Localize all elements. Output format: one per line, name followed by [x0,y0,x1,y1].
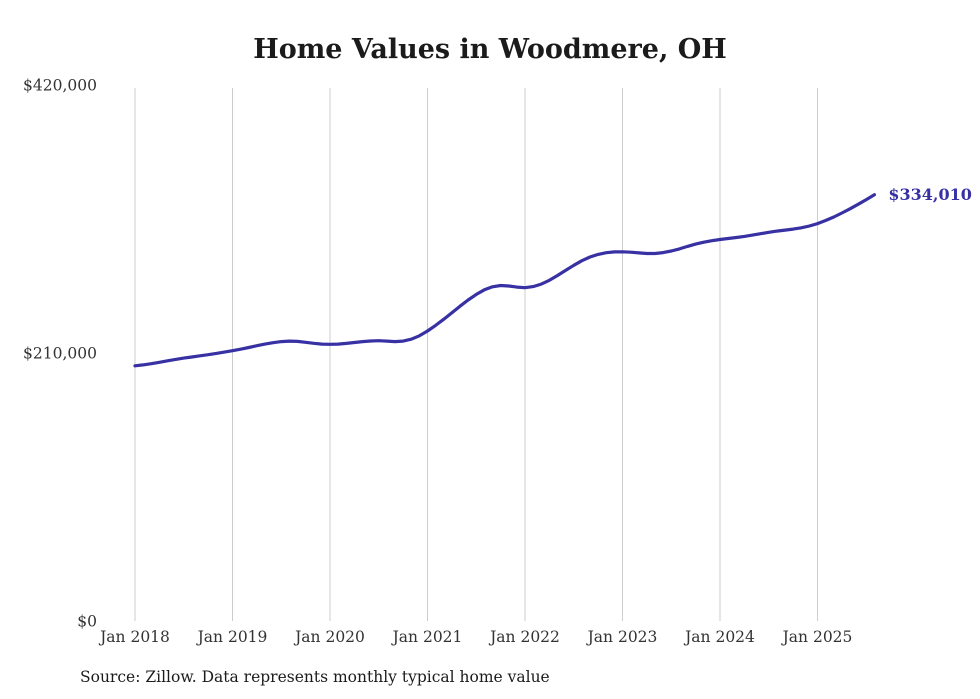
x-tick-label: Jan 2020 [293,628,365,646]
end-value-label: $334,010 [888,185,972,204]
y-tick-label: $0 [77,613,97,631]
home-value-line [133,193,877,368]
y-tick-label: $420,000 [23,77,97,95]
x-tick-label: Jan 2023 [586,628,658,646]
x-tick-label: Jan 2018 [98,628,170,646]
y-axis-labels: $0 $210,000 $420,000 [23,77,97,631]
y-tick-label: $210,000 [23,345,97,363]
x-tick-label: Jan 2019 [196,628,268,646]
x-tick-label: Jan 2024 [683,628,755,646]
source-note: Source: Zillow. Data represents monthly … [80,668,550,686]
x-tick-label: Jan 2025 [781,628,853,646]
x-tick-label: Jan 2021 [391,628,463,646]
x-axis-labels: Jan 2018 Jan 2019 Jan 2020 Jan 2021 Jan 2022… [98,628,852,646]
x-tick-label: Jan 2022 [488,628,560,646]
chart-title: Home Values in Woodmere, OH [253,34,727,65]
gridlines [134,88,818,621]
